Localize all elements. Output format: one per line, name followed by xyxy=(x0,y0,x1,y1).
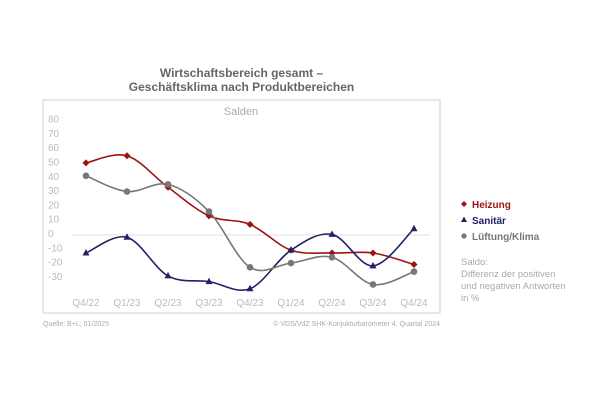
copyright-note: © VDS/VdZ SHK-Konjukturbarometer 4. Quar… xyxy=(273,321,440,328)
x-tick-label: Q4/23 xyxy=(236,298,264,309)
data-point-circle xyxy=(287,259,295,267)
legend-label: Sanitär xyxy=(472,216,506,227)
data-point-diamond xyxy=(369,249,377,257)
y-tick-label: 80 xyxy=(48,115,60,126)
data-point-diamond xyxy=(123,152,131,160)
note-line: in % xyxy=(461,293,480,304)
chart-title-line2: Geschäftsklima nach Produktbereichen xyxy=(128,80,355,94)
data-point-circle xyxy=(328,254,336,261)
series-line-0 xyxy=(85,154,415,266)
data-point-circle xyxy=(369,281,377,288)
plot-frame xyxy=(42,99,441,314)
legend-marker-circle xyxy=(461,233,467,239)
x-tick-label: Q1/24 xyxy=(277,298,305,309)
note-line: und negativen Antworten xyxy=(461,281,566,292)
y-tick-label: 0 xyxy=(48,229,54,240)
data-point-circle xyxy=(123,188,131,195)
y-tick-label: 10 xyxy=(48,215,60,226)
chart-title-line1: Wirtschaftsbereich gesamt – xyxy=(159,66,324,80)
legend-label: Lüftung/Klima xyxy=(472,232,540,243)
data-point-triangle xyxy=(82,249,90,256)
legend-marker-triangle xyxy=(461,216,467,222)
x-tick-label: Q3/23 xyxy=(195,298,223,309)
chart-subtitle: Salden xyxy=(224,106,258,118)
note-line: Differenz der positiven xyxy=(461,269,556,280)
data-point-triangle xyxy=(123,233,131,240)
data-point-triangle xyxy=(369,261,377,269)
data-point-circle xyxy=(410,268,418,275)
legend-label: Heizung xyxy=(472,200,511,211)
y-tick-label: 60 xyxy=(48,143,60,154)
note-line: Saldo: xyxy=(461,257,488,268)
x-tick-label: Q3/24 xyxy=(359,298,387,309)
x-tick-label: Q4/22 xyxy=(72,298,100,309)
data-point-diamond xyxy=(82,159,90,167)
y-tick-label: 30 xyxy=(48,186,60,197)
data-point-triangle xyxy=(246,284,254,292)
data-point-circle xyxy=(164,181,172,188)
y-tick-label: -20 xyxy=(48,258,63,269)
source-note: Quelle: B+L; 01/2025 xyxy=(43,321,109,328)
data-point-triangle xyxy=(205,277,213,285)
y-tick-label: -30 xyxy=(48,272,63,283)
data-point-triangle xyxy=(164,271,172,279)
data-point-diamond xyxy=(246,220,254,228)
data-point-triangle xyxy=(328,230,336,237)
data-point-triangle xyxy=(410,224,418,232)
x-tick-label: Q2/23 xyxy=(154,298,182,309)
data-point-circle xyxy=(205,208,213,215)
y-tick-label: 40 xyxy=(48,172,60,183)
data-point-diamond xyxy=(410,260,418,268)
y-tick-label: 70 xyxy=(48,129,60,140)
y-tick-label: 50 xyxy=(48,158,60,169)
x-tick-label: Q4/24 xyxy=(400,298,428,309)
y-tick-label: -10 xyxy=(48,243,63,254)
data-point-circle xyxy=(246,264,254,271)
data-point-triangle xyxy=(287,246,295,253)
x-tick-label: Q2/24 xyxy=(318,298,346,309)
data-point-circle xyxy=(82,172,90,180)
x-tick-label: Q1/23 xyxy=(113,298,141,309)
y-tick-label: 20 xyxy=(48,200,60,211)
legend-marker-diamond xyxy=(461,201,467,207)
saldo-note: Saldo: Differenz der positiven und negat… xyxy=(461,257,591,305)
